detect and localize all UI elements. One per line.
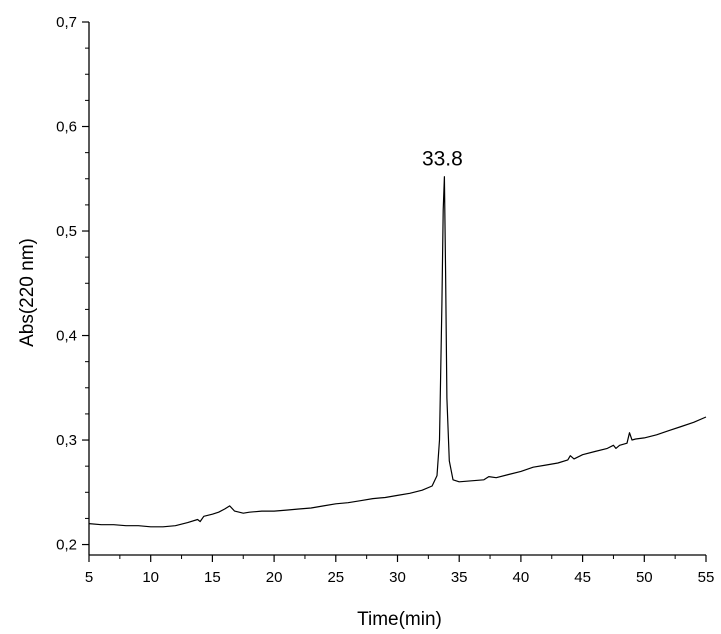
y-tick-label: 0,4 xyxy=(56,328,77,345)
y-tick-label: 0,3 xyxy=(56,432,77,449)
y-tick-label: 0,5 xyxy=(56,223,77,240)
x-tick-label: 15 xyxy=(204,569,221,586)
x-tick-label: 45 xyxy=(574,569,591,586)
y-ticks: 0,2 0,3 0,4 0,5 0,6 0,7 xyxy=(56,14,89,554)
x-tick-label: 5 xyxy=(85,569,93,586)
peak-annotation: 33.8 xyxy=(422,148,463,171)
x-tick-label: 30 xyxy=(389,569,406,586)
y-tick-label: 0,7 xyxy=(56,14,77,31)
x-tick-label: 40 xyxy=(513,569,530,586)
x-tick-label: 25 xyxy=(327,569,344,586)
x-tick-label: 35 xyxy=(451,569,468,586)
x-ticks: 5 10 15 20 25 30 35 40 45 50 55 xyxy=(85,555,715,586)
chromatogram-series-line xyxy=(88,176,707,528)
y-tick-label: 0,6 xyxy=(56,119,77,136)
x-tick-label: 50 xyxy=(636,569,653,586)
x-tick-label: 55 xyxy=(698,569,715,586)
x-tick-label: 10 xyxy=(142,569,159,586)
axes xyxy=(88,22,706,556)
y-axis-title: Abs(220 nm) xyxy=(17,238,38,347)
x-tick-label: 20 xyxy=(266,569,283,586)
series-layer xyxy=(88,176,707,528)
x-axis-title: Time(min) xyxy=(357,609,442,630)
y-tick-label: 0,2 xyxy=(56,537,77,554)
